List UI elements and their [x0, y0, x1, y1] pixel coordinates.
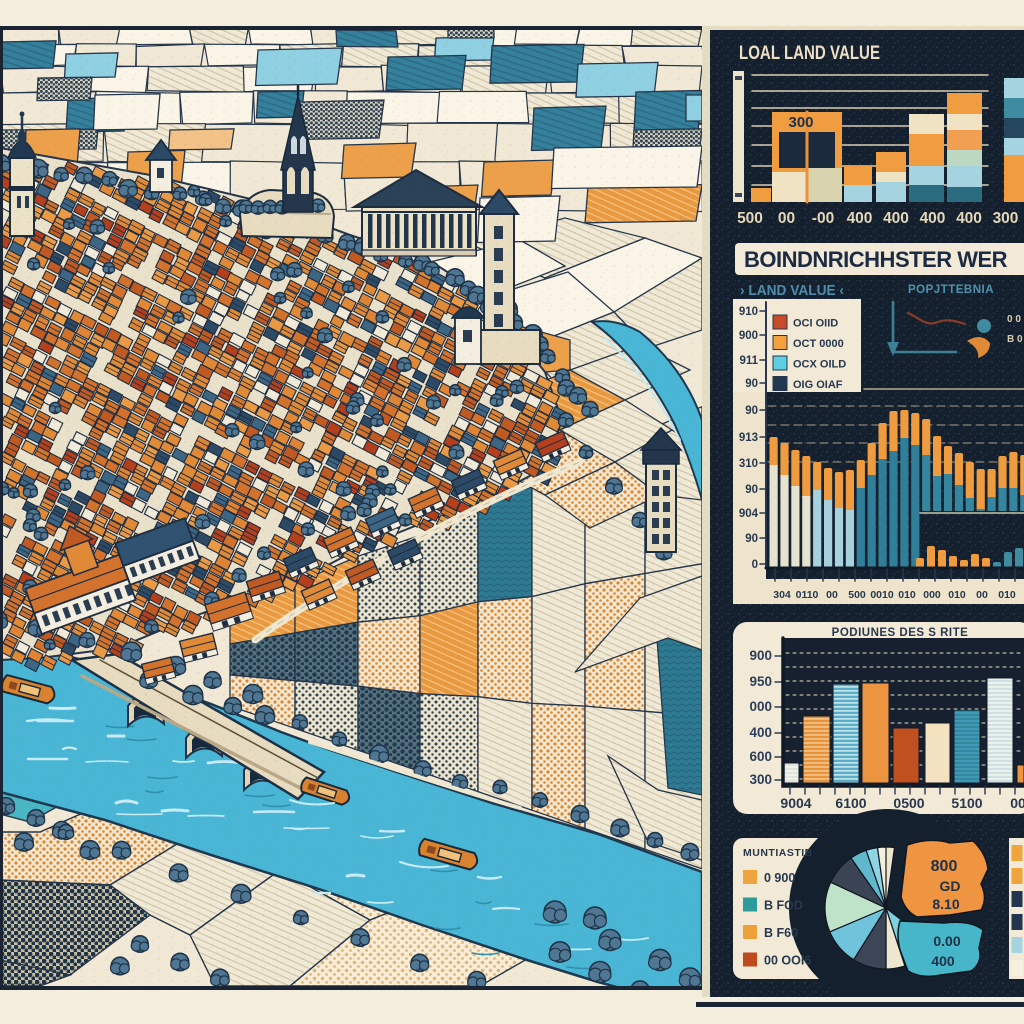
svg-text:000: 000 — [749, 699, 772, 714]
svg-text:000: 000 — [923, 589, 941, 601]
svg-text:90: 90 — [745, 533, 758, 545]
svg-text:› LAND VALUE ‹: › LAND VALUE ‹ — [740, 283, 844, 299]
svg-text:90: 90 — [745, 378, 758, 390]
svg-text:900: 900 — [749, 648, 772, 663]
svg-text:300: 300 — [788, 114, 813, 131]
svg-text:304: 304 — [773, 589, 791, 601]
svg-text:B FOD: B FOD — [764, 899, 803, 913]
svg-text:0110: 0110 — [796, 589, 819, 601]
svg-text:MUNTIASTIB: MUNTIASTIB — [743, 847, 813, 859]
svg-text:800: 800 — [931, 858, 958, 875]
svg-text:00: 00 — [826, 589, 838, 601]
svg-text:0500: 0500 — [893, 795, 924, 811]
svg-text:950: 950 — [749, 674, 772, 689]
svg-text:400: 400 — [920, 210, 946, 227]
svg-text:0 900: 0 900 — [764, 871, 795, 885]
svg-text:400: 400 — [931, 953, 955, 969]
svg-text:00 OOI6: 00 OOI6 — [764, 954, 811, 968]
svg-text:6100: 6100 — [835, 795, 866, 811]
svg-text:310: 310 — [739, 458, 758, 470]
svg-text:400: 400 — [956, 210, 982, 227]
svg-text:400: 400 — [847, 210, 873, 227]
svg-text:900: 900 — [739, 330, 758, 342]
svg-text:910: 910 — [739, 306, 758, 318]
svg-text:B F60: B F60 — [764, 926, 798, 940]
svg-text:90: 90 — [745, 484, 758, 496]
svg-text:904: 904 — [739, 508, 759, 520]
svg-text:010: 010 — [998, 589, 1016, 601]
svg-text:0 0 I: 0 0 I — [1007, 314, 1024, 325]
svg-text:300: 300 — [993, 210, 1019, 227]
svg-text:400: 400 — [749, 725, 772, 740]
svg-text:913: 913 — [739, 432, 758, 444]
svg-text:010: 010 — [948, 589, 966, 601]
svg-text:LOAL LAND VALUE: LOAL LAND VALUE — [739, 43, 880, 64]
svg-text:500: 500 — [737, 210, 763, 227]
svg-text:POPJTTEBNIA: POPJTTEBNIA — [908, 284, 994, 296]
svg-text:300: 300 — [749, 772, 772, 787]
svg-text:-00: -00 — [812, 210, 834, 227]
svg-text:400: 400 — [883, 210, 909, 227]
svg-text:00: 00 — [778, 210, 795, 227]
svg-text:0: 0 — [752, 559, 758, 571]
svg-text:OCX OILD: OCX OILD — [793, 359, 846, 371]
svg-text:GD: GD — [940, 878, 961, 894]
svg-text:9004: 9004 — [780, 795, 811, 811]
svg-text:911: 911 — [739, 355, 758, 367]
svg-text:8.10: 8.10 — [932, 896, 959, 912]
svg-text:OCT 0000: OCT 0000 — [793, 338, 844, 350]
svg-text:90: 90 — [745, 405, 758, 417]
svg-text:00: 00 — [976, 589, 988, 601]
svg-text:0010: 0010 — [870, 589, 894, 601]
svg-text:5100: 5100 — [951, 795, 982, 811]
svg-text:600: 600 — [749, 749, 772, 764]
svg-text:OCI OIID: OCI OIID — [793, 318, 838, 330]
svg-text:010: 010 — [898, 589, 916, 601]
svg-text:OIG OIAF: OIG OIAF — [793, 379, 843, 391]
svg-text:BOINDNRICHHSTER WER: BOINDNRICHHSTER WER — [744, 247, 1008, 272]
svg-text:0.00: 0.00 — [933, 933, 960, 949]
svg-text:00: 00 — [1010, 795, 1024, 811]
svg-text:PODIUNES DES S RITE: PODIUNES DES S RITE — [832, 627, 969, 639]
svg-text:500: 500 — [848, 589, 866, 601]
svg-text:B 0 I: B 0 I — [1007, 334, 1024, 345]
